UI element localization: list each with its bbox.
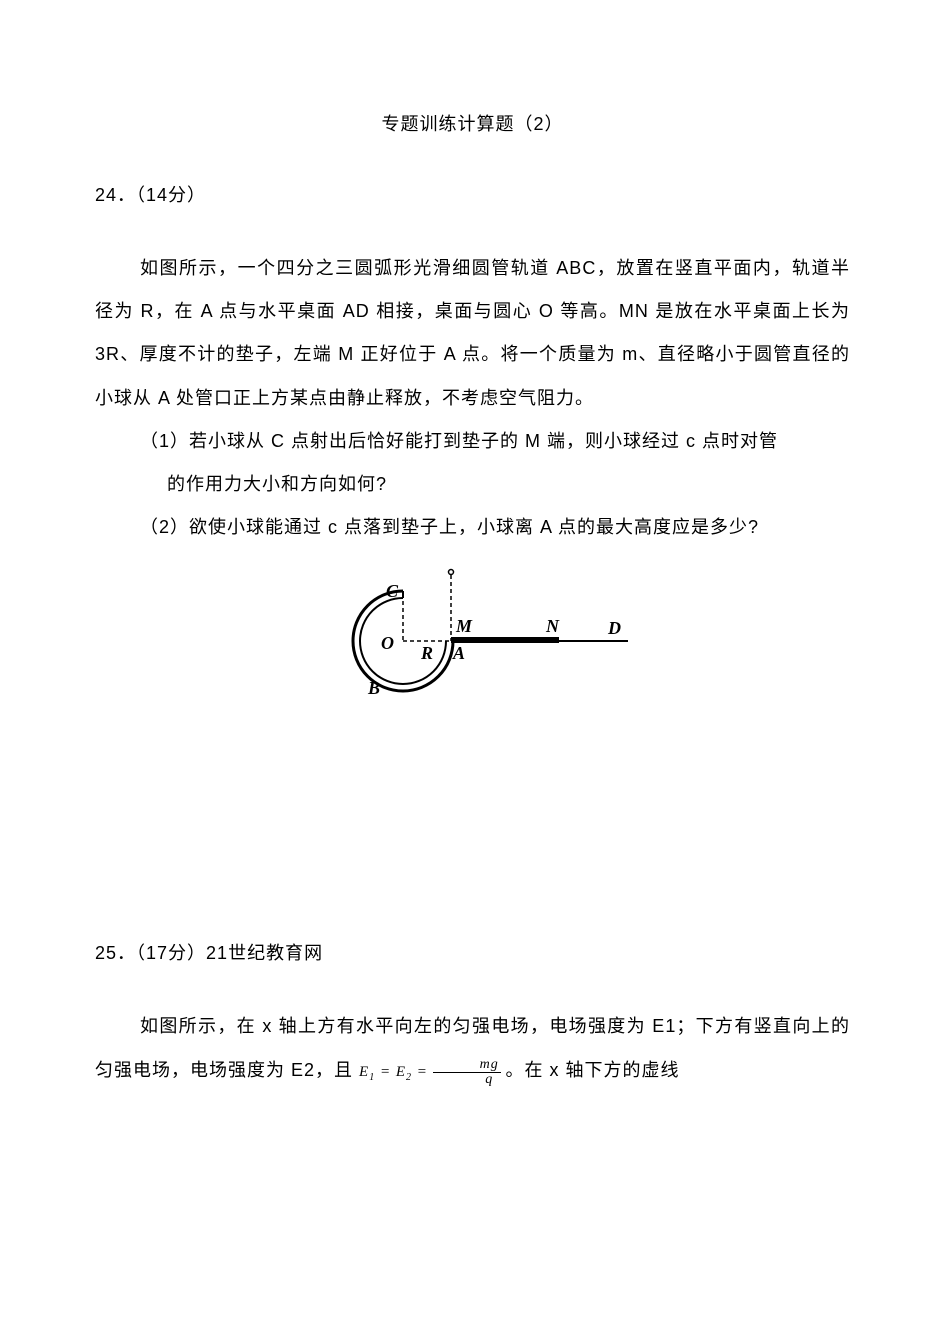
label-C: C — [386, 581, 399, 601]
formula-E1E2: E1 = E2 = mgq — [359, 1064, 505, 1080]
label-D: D — [607, 618, 621, 638]
problem-24-q1-line1: （1）若小球从 C 点射出后恰好能打到垫子的 M 端，则小球经过 c 点时对管 — [95, 420, 850, 463]
label-O: O — [381, 633, 394, 653]
problem-25-number: 25．（17分）21世纪教育网 — [95, 939, 850, 965]
label-R: R — [420, 643, 433, 663]
problem-25-paragraph: 如图所示，在 x 轴上方有水平向左的匀强电场，电场强度为 E1；下方有竖直向上的… — [95, 1005, 850, 1091]
problem-24-q1-line2: 的作用力大小和方向如何? — [95, 463, 850, 506]
problem-24-q2: （2）欲使小球能通过 c 点落到垫子上，小球离 A 点的最大高度应是多少? — [95, 506, 850, 549]
figure-container: C O B R A M N D — [95, 564, 850, 719]
label-B: B — [367, 678, 380, 698]
physics-diagram: C O B R A M N D — [308, 564, 638, 719]
problem-24-number: 24．（14分） — [95, 181, 850, 207]
p25-text-end: 。在 x 轴下方的虚线 — [506, 1060, 680, 1080]
document-title: 专题训练计算题（2） — [95, 110, 850, 136]
problem-24-paragraph: 如图所示，一个四分之三圆弧形光滑细圆管轨道 ABC，放置在竖直平面内，轨道半径为… — [95, 247, 850, 420]
label-N: N — [545, 616, 560, 636]
label-M: M — [455, 616, 473, 636]
label-A: A — [452, 643, 465, 663]
